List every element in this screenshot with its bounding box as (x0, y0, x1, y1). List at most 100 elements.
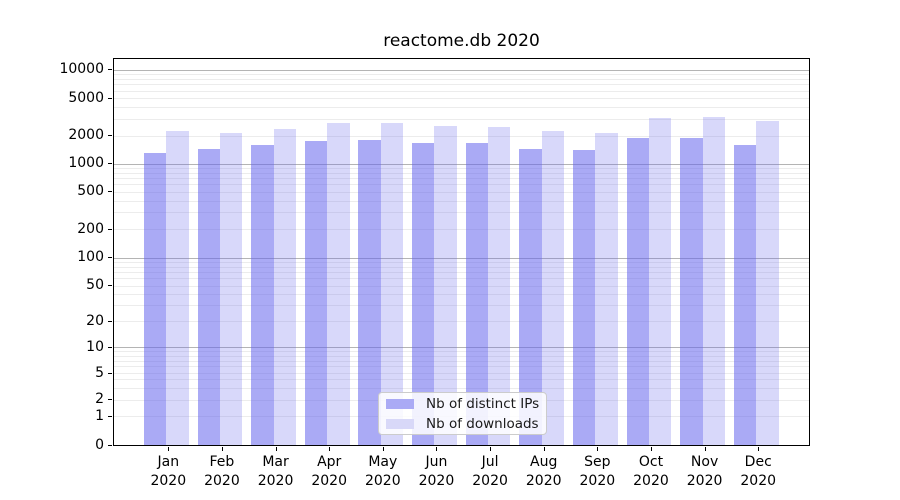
x-tick-label: May 2020 (364, 454, 401, 489)
y-tick-label: 1000 (68, 155, 104, 171)
x-tick-mark (275, 447, 277, 451)
bar-downloads-mar (273, 128, 296, 445)
gridline (114, 261, 809, 263)
y-tick-label: 5000 (68, 89, 104, 106)
x-tick-label: Feb 2020 (204, 454, 240, 489)
x-tick-mark (221, 447, 223, 451)
x-tick-label: Dec 2020 (740, 454, 777, 489)
bar-distinct-ips-mar (251, 144, 274, 445)
y-tick-label: 2 (95, 391, 104, 407)
y-tick-mark (108, 135, 112, 136)
x-tick-mark (329, 447, 331, 451)
gridline (114, 98, 809, 100)
gridline (114, 321, 809, 322)
x-tick-mark (543, 447, 545, 451)
bar-downloads-jul (488, 126, 511, 445)
legend-label-downloads: Nb of downloads (426, 415, 539, 432)
gridline (114, 257, 809, 259)
y-tick-label: 0 (95, 437, 104, 453)
y-tick-mark (108, 346, 112, 348)
gridline (114, 69, 809, 71)
bar-distinct-ips-jul (465, 143, 489, 445)
legend-swatch-downloads (386, 418, 414, 429)
bar-distinct-ips-nov (680, 138, 703, 445)
y-tick-label: 500 (77, 183, 104, 199)
gridline (114, 107, 809, 109)
bar-downloads-sep (595, 132, 618, 445)
bar-downloads-dec (756, 120, 779, 445)
y-tick-mark (108, 228, 112, 230)
y-tick-label: 10 (86, 338, 104, 355)
y-tick-label: 10000 (59, 61, 104, 78)
chart-title: reactome.db 2020 (383, 31, 540, 51)
bar-downloads-jan (166, 130, 189, 445)
gridline (114, 387, 809, 389)
x-tick-label: Aug 2020 (525, 454, 562, 489)
gridline (114, 163, 809, 165)
x-tick-mark (597, 447, 599, 451)
y-tick-mark (108, 257, 112, 259)
plot-area (113, 58, 810, 446)
x-tick-mark (758, 447, 760, 451)
gridline (114, 184, 809, 186)
bar-distinct-ips-feb (197, 149, 220, 445)
gridline (114, 355, 809, 357)
gridline (114, 347, 809, 349)
x-tick-label: Jan 2020 (150, 454, 187, 489)
y-tick-mark (108, 445, 112, 446)
bar-downloads-aug (541, 130, 565, 445)
bar-distinct-ips-oct (626, 138, 649, 445)
legend-swatch-distinct-ips (386, 398, 414, 409)
y-tick-mark (108, 372, 112, 374)
gridline (114, 366, 809, 368)
x-tick-label: Sep 2020 (579, 454, 616, 489)
x-tick-label: Oct 2020 (633, 454, 669, 489)
bar-downloads-feb (219, 132, 243, 445)
x-tick-mark (168, 447, 170, 451)
y-tick-mark (108, 191, 112, 192)
x-tick-mark (490, 447, 492, 451)
legend-item-distinct-ips: Nb of distinct IPs (386, 395, 540, 412)
gridline (114, 90, 809, 92)
y-tick-label: 20 (86, 312, 104, 329)
x-tick-mark (382, 447, 384, 451)
x-tick-label: Jul 2020 (472, 454, 508, 489)
bar-distinct-ips-may (358, 139, 381, 445)
gridline (114, 200, 809, 202)
bar-distinct-ips-dec (733, 144, 757, 445)
gridline (114, 294, 809, 296)
x-tick-mark (650, 447, 652, 451)
gridline (114, 266, 809, 268)
gridline (114, 373, 809, 374)
y-tick-label: 2000 (68, 127, 104, 143)
gridline (114, 212, 809, 214)
gridline (114, 135, 809, 137)
y-tick-mark (108, 320, 112, 322)
gridline (114, 305, 809, 307)
bar-distinct-ips-jan (143, 153, 167, 445)
x-tick-label: Jun 2020 (418, 454, 455, 489)
gridline (114, 360, 809, 362)
bar-downloads-may (380, 123, 404, 445)
x-tick-mark (436, 447, 438, 451)
gridline (114, 278, 809, 280)
legend: Nb of distinct IPs Nb of downloads (378, 392, 547, 435)
y-tick-label: 5 (95, 364, 104, 381)
gridline (114, 167, 809, 169)
legend-item-downloads: Nb of downloads (386, 415, 539, 432)
bar-distinct-ips-sep (572, 149, 596, 445)
x-tick-mark (704, 447, 706, 451)
bar-distinct-ips-apr (304, 140, 328, 445)
bar-downloads-oct (648, 118, 672, 445)
y-tick-label: 50 (86, 277, 104, 294)
gridline (114, 119, 809, 121)
legend-label-distinct-ips: Nb of distinct IPs (426, 395, 540, 412)
gridline (114, 172, 809, 174)
bar-downloads-nov (702, 117, 725, 445)
gridline (114, 272, 809, 274)
gridline (114, 74, 809, 76)
y-tick-mark (108, 415, 112, 417)
y-tick-mark (108, 97, 112, 99)
bar-distinct-ips-jun (412, 143, 435, 445)
